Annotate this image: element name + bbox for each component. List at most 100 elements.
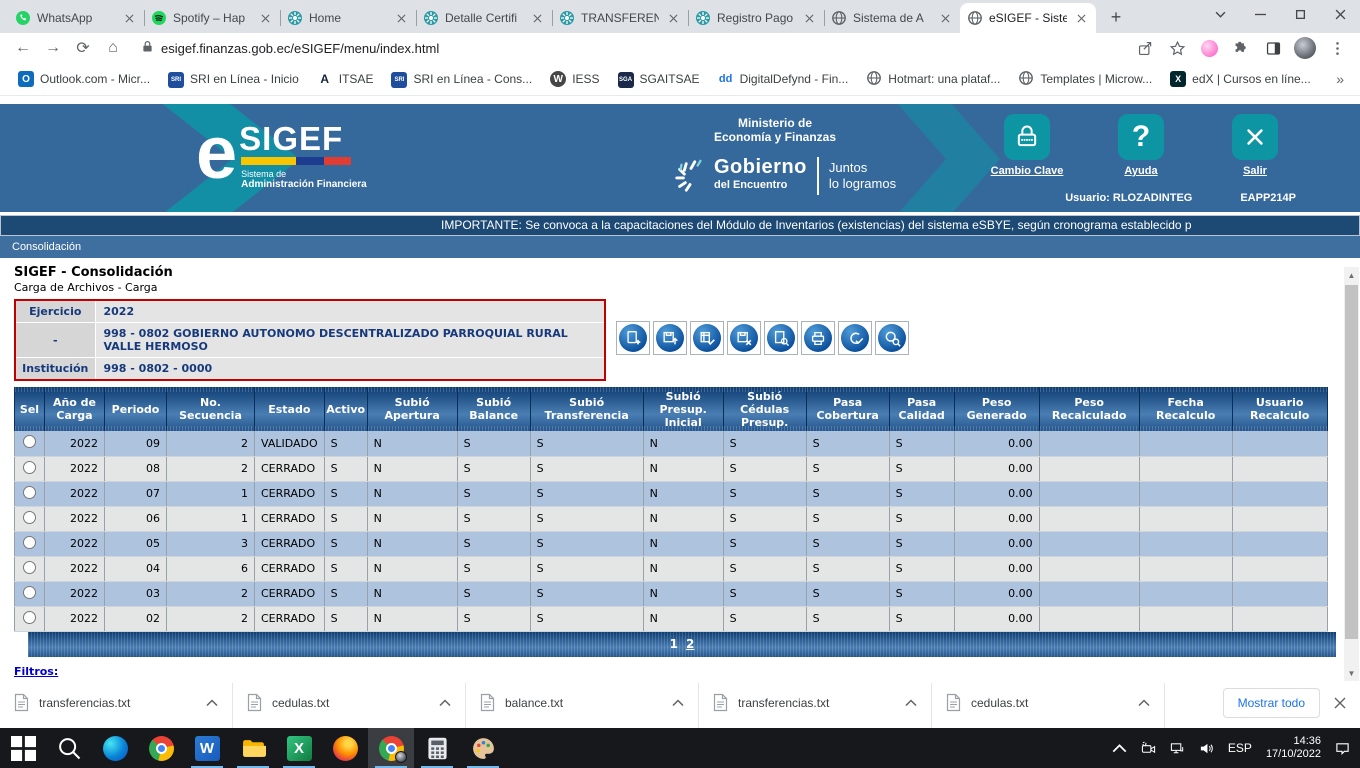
browser-menu-icon[interactable] [1324, 35, 1350, 61]
header-action-ayuda[interactable]: ? Ayuda [1098, 114, 1184, 177]
taskbar-calculator-icon[interactable] [414, 728, 460, 768]
tab-close-icon[interactable] [1073, 10, 1089, 26]
taskbar-word-icon[interactable]: W [184, 728, 230, 768]
lock-icon[interactable] [1004, 114, 1050, 160]
meet-now-icon[interactable] [1141, 741, 1156, 756]
browser-tab[interactable]: WhatsApp [8, 3, 144, 33]
clock[interactable]: 14:36 17/10/2022 [1266, 735, 1321, 761]
column-header[interactable]: Peso Recalculado [1038, 387, 1140, 431]
download-item[interactable]: balance.txt [466, 677, 699, 728]
download-item[interactable]: cedulas.txt [932, 677, 1165, 728]
row-select-cell[interactable] [14, 581, 45, 607]
back-button[interactable]: ← [15, 39, 31, 56]
row-select-radio[interactable] [23, 510, 36, 524]
bookmark-item[interactable]: W IESS [542, 67, 607, 92]
menu-item-consolidacion[interactable]: Consolidación [12, 241, 82, 253]
reload-button[interactable]: ⟳ [76, 40, 90, 57]
browser-tab[interactable]: Sistema de A [824, 3, 960, 33]
exit-icon[interactable] [1232, 114, 1278, 160]
share-icon[interactable] [1132, 35, 1158, 61]
download-item[interactable]: cedulas.txt [233, 677, 466, 728]
taskbar-excel-icon[interactable]: X [276, 728, 322, 768]
chevron-up-icon[interactable] [439, 694, 451, 712]
column-header[interactable]: Subió Transferencia [529, 387, 644, 431]
home-button[interactable]: ⌂ [108, 39, 118, 56]
column-header[interactable]: Peso Generado [953, 387, 1040, 431]
header-action-cambio-clave[interactable]: Cambio Clave [984, 114, 1070, 177]
column-header[interactable]: No. Secuencia [166, 387, 255, 431]
toolbar-button-approve[interactable] [838, 321, 872, 355]
chevron-up-icon[interactable] [206, 694, 218, 712]
row-select-radio[interactable] [23, 535, 36, 549]
column-header[interactable]: Usuario Recalculo [1231, 387, 1328, 431]
taskbar-explorer-icon[interactable] [230, 728, 276, 768]
toolbar-button-print[interactable] [801, 321, 835, 355]
download-item[interactable]: transferencias.txt [699, 677, 932, 728]
bookmark-item[interactable]: SRI SRI en Línea - Inicio [160, 66, 307, 92]
row-select-cell[interactable] [14, 456, 45, 482]
tab-close-icon[interactable] [393, 10, 409, 26]
tab-close-icon[interactable] [121, 10, 137, 26]
bookmark-star-icon[interactable] [1164, 35, 1190, 61]
tab-close-icon[interactable] [529, 10, 545, 26]
language-indicator[interactable]: ESP [1227, 741, 1252, 755]
taskbar-chrome-icon[interactable] [138, 728, 184, 768]
question-icon[interactable]: ? [1118, 114, 1164, 160]
browser-tab[interactable]: Detalle Certifi [416, 3, 552, 33]
header-action-salir[interactable]: Salir [1212, 114, 1298, 177]
forward-button[interactable]: → [45, 39, 61, 56]
taskbar-paint-icon[interactable] [460, 728, 506, 768]
browser-tab[interactable]: Home [280, 3, 416, 33]
taskbar-chrome-active-icon[interactable] [368, 728, 414, 768]
volume-icon[interactable] [1199, 741, 1214, 756]
tab-close-icon[interactable] [257, 10, 273, 26]
taskbar-edge-icon[interactable] [92, 728, 138, 768]
row-select-cell[interactable] [14, 431, 45, 457]
action-center-icon[interactable] [1335, 741, 1350, 756]
scroll-down-icon[interactable]: ▼ [1347, 668, 1356, 678]
new-tab-button[interactable]: + [1110, 6, 1122, 27]
tab-close-icon[interactable] [937, 10, 953, 26]
extension-pink-icon[interactable] [1196, 35, 1222, 61]
browser-tab[interactable]: Spotify – Hap [144, 3, 280, 33]
row-select-radio[interactable] [23, 460, 36, 474]
scrollbar-thumb[interactable] [1345, 285, 1358, 639]
column-header[interactable]: Fecha Recalculo [1138, 387, 1233, 431]
toolbar-button-validate[interactable] [690, 321, 724, 355]
row-select-cell[interactable] [14, 556, 45, 582]
browser-tab[interactable]: TRANSFEREN [552, 3, 688, 33]
column-header[interactable]: Periodo [104, 387, 167, 431]
column-header[interactable]: Estado [254, 387, 325, 431]
chevron-up-icon[interactable] [1138, 694, 1150, 712]
bookmark-item[interactable]: O Outlook.com - Micr... [10, 67, 158, 92]
bookmark-item[interactable]: Templates | Microw... [1010, 66, 1160, 93]
column-header[interactable]: Subió Presup. Inicial [642, 387, 724, 431]
bookmark-item[interactable]: A ITSAE [309, 67, 382, 91]
bookmark-item[interactable]: SGA SGAITSAE [610, 66, 708, 92]
extensions-puzzle-icon[interactable] [1228, 35, 1254, 61]
page-number-2[interactable]: 2 [686, 637, 695, 651]
column-header[interactable]: Subió Cédulas Presup. [722, 387, 807, 431]
row-select-radio[interactable] [23, 560, 36, 574]
row-select-radio[interactable] [23, 585, 36, 599]
row-select-cell[interactable] [14, 531, 45, 557]
toolbar-button-search[interactable] [875, 321, 909, 355]
toolbar-button-upload-file[interactable] [653, 321, 687, 355]
row-select-radio[interactable] [23, 610, 36, 624]
sidebar-icon[interactable] [1260, 35, 1286, 61]
row-select-cell[interactable] [14, 506, 45, 532]
tray-expand-icon[interactable] [1112, 741, 1127, 756]
url-field[interactable]: esigef.finanzas.gob.ec/eSIGEF/menu/index… [130, 35, 1128, 61]
bookmark-item[interactable]: dd DigitalDefynd - Fin... [710, 67, 857, 91]
row-select-cell[interactable] [14, 481, 45, 507]
taskbar-start-icon[interactable] [0, 728, 46, 768]
scroll-up-icon[interactable]: ▲ [1347, 270, 1356, 280]
bookmark-item[interactable]: Hotmart: una plataf... [858, 66, 1008, 93]
download-item[interactable]: transferencias.txt [0, 677, 233, 728]
toolbar-button-view-details[interactable] [764, 321, 798, 355]
network-icon[interactable] [1170, 741, 1185, 756]
column-header[interactable]: Subió Apertura [366, 387, 458, 431]
row-select-cell[interactable] [14, 606, 45, 632]
tab-search-chevron-icon[interactable] [1200, 0, 1240, 28]
